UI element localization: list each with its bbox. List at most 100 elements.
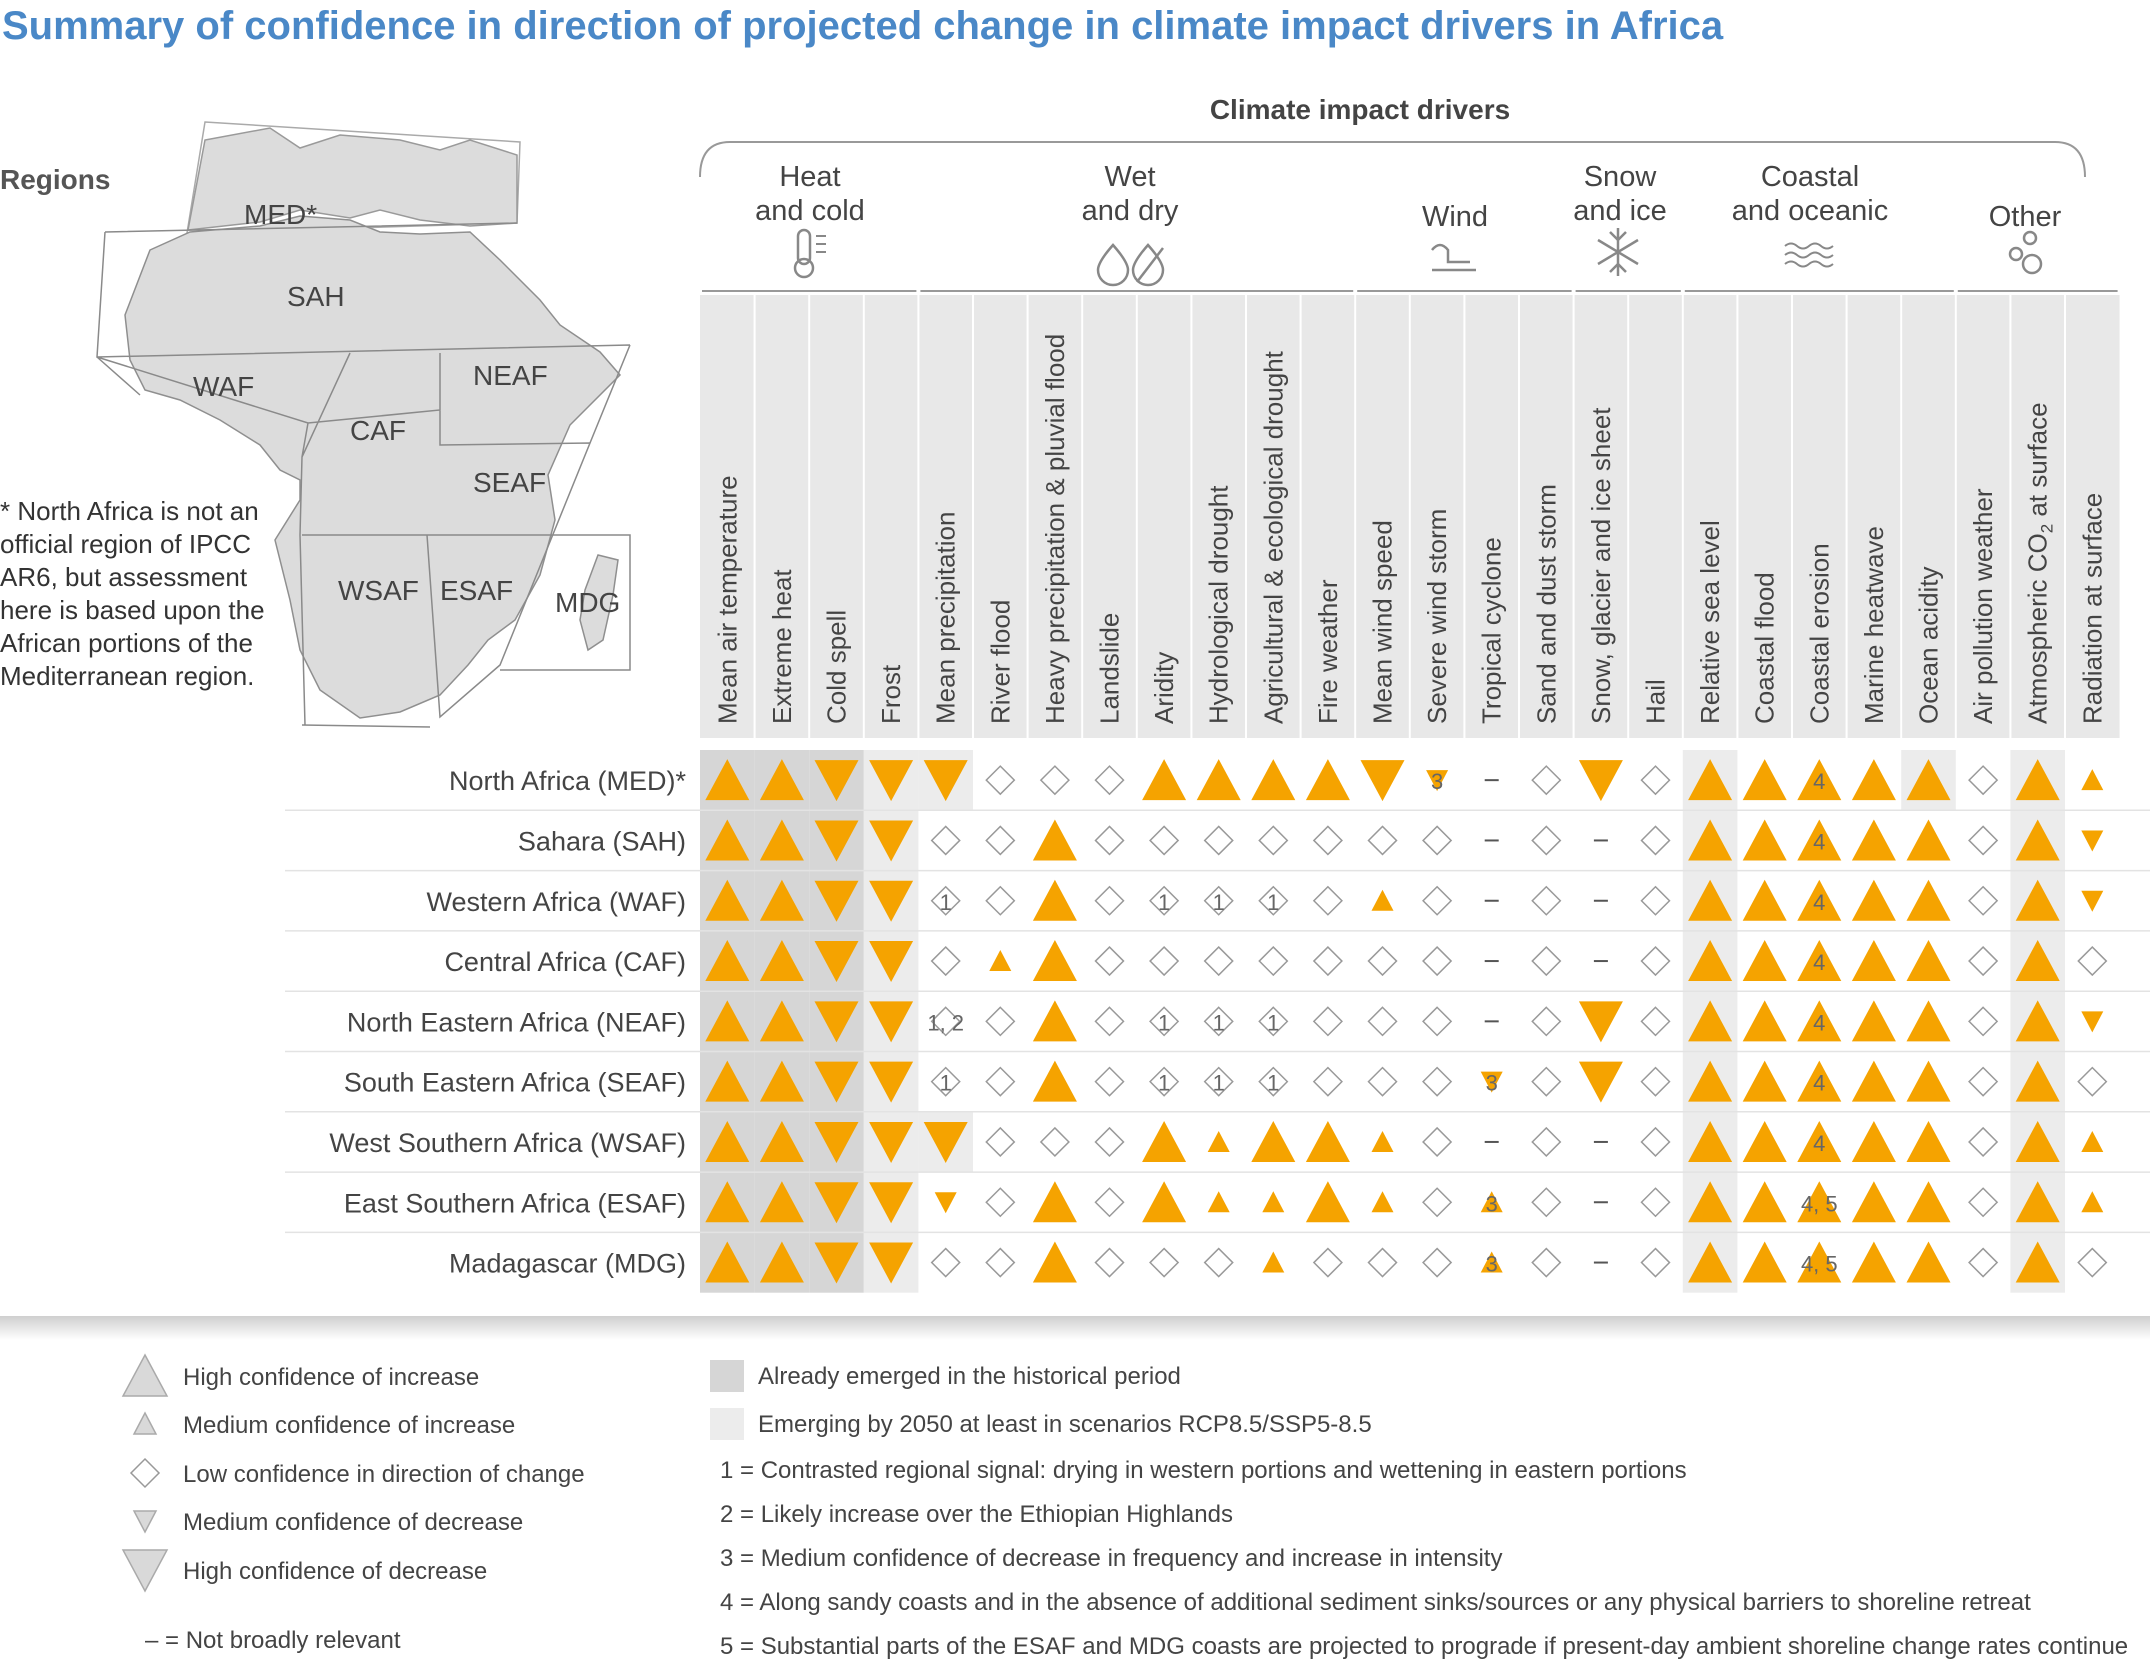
high-increase-triangle-r7-c1: [759, 1181, 804, 1223]
map-madagascar: [579, 554, 619, 652]
high-increase-triangle-r3-c22: [1906, 940, 1951, 982]
low-confidence-diamond-r5-c5: [985, 1066, 1016, 1097]
high-increase-triangle-r0-c8: [1142, 759, 1187, 801]
low-confidence-diamond-r1-c4: [930, 825, 961, 856]
high-increase-triangle-r8-c6: [1032, 1241, 1077, 1283]
high-increase-triangle-r1-c19: [1742, 819, 1787, 861]
low-confidence-diamond-r4-c12: [1367, 1006, 1398, 1037]
high-increase-triangle-r1-c20: [1797, 819, 1842, 861]
column-headers: Mean air temperature Extreme heat Cold spe…: [712, 334, 2107, 724]
column-header-25: Radiation at surface: [2077, 493, 2107, 724]
cell-note-r4-c8: 1: [1158, 1010, 1170, 1035]
legend-symbol-MD: [132, 1510, 158, 1534]
low-confidence-diamond-r3-c17: [1640, 945, 1671, 977]
medium-increase-triangle-r6-c9: [1207, 1130, 1230, 1152]
low-confidence-diamond-r8-c17: [1640, 1247, 1671, 1278]
high-decrease-triangle-r0-c4: [923, 760, 968, 802]
cell-note-r2-c8: 1: [1158, 890, 1170, 915]
low-confidence-diamond-r5-c9: [1203, 1066, 1234, 1097]
footnote-2: 2 = Likely increase over the Ethiopian H…: [720, 1501, 1233, 1528]
low-confidence-diamond-r1-c13: [1422, 825, 1453, 856]
low-confidence-diamond-r5-c25: [2077, 1066, 2108, 1097]
high-decrease-triangle-r0-c12: [1360, 760, 1405, 802]
legend-label-L: Low confidence in direction of change: [183, 1461, 585, 1488]
cell-note-r7-c14: 3: [1486, 1191, 1498, 1216]
high-increase-triangle-r2-c0: [705, 879, 750, 921]
low-confidence-diamond-r8-c5: [985, 1247, 1016, 1278]
medium-increase-triangle-r7-c9: [1207, 1191, 1230, 1213]
row-label-2: Western Africa (WAF): [426, 887, 686, 917]
cell-note-r8-c14: 3: [1486, 1252, 1498, 1277]
low-confidence-diamond-r7-c5: [985, 1187, 1016, 1218]
cell-note-r4-c4: 1, 2: [927, 1010, 964, 1035]
high-increase-triangle-r7-c19: [1742, 1181, 1787, 1223]
low-confidence-diamond-r1-c23: [1968, 825, 1999, 856]
legend-box-label-1: Emerging by 2050 at least in scenarios R…: [758, 1411, 1372, 1438]
row-label-3: Central Africa (CAF): [444, 947, 686, 977]
row-labels: North Africa (MED)* Sahara (SAH) Western A…: [329, 766, 686, 1278]
high-increase-triangle-r4-c1: [759, 1000, 804, 1042]
high-increase-triangle-r1-c18: [1688, 819, 1733, 861]
footnote-4: 4 = Along sandy coasts and in the absenc…: [720, 1589, 2031, 1616]
regions-label: Regions: [0, 164, 111, 195]
high-increase-triangle-r8-c20: [1797, 1241, 1842, 1283]
low-confidence-diamond-r1-c7: [1094, 825, 1125, 856]
high-increase-triangle-r3-c1: [759, 940, 804, 982]
high-increase-triangle-r3-c0: [705, 940, 750, 982]
map-label-mdg: MDG: [555, 587, 620, 618]
cell-note-r2-c20: 4: [1813, 890, 1825, 915]
legend-label-MU: Medium confidence of increase: [183, 1412, 515, 1439]
high-increase-triangle-r5-c19: [1742, 1060, 1787, 1102]
separator-band: [0, 1316, 2150, 1340]
high-increase-triangle-r7-c21: [1851, 1181, 1896, 1223]
medium-increase-triangle-r8-c10: [1262, 1251, 1285, 1273]
legend-symbol-L: [129, 1457, 161, 1489]
legend-symbol-HU: [121, 1353, 169, 1397]
high-decrease-triangle-r6-c4: [923, 1121, 968, 1163]
medium-increase-triangle-r8-c14: [1480, 1251, 1503, 1273]
high-decrease-triangle-r3-c3: [869, 941, 914, 983]
cell-note-r6-c20: 4: [1813, 1131, 1825, 1156]
row-label-7: East Southern Africa (ESAF): [344, 1188, 686, 1218]
map-label-caf: CAF: [350, 415, 406, 446]
high-increase-triangle-r8-c24: [2015, 1241, 2060, 1283]
high-decrease-triangle-r6-c2: [814, 1121, 859, 1163]
high-increase-triangle-r6-c21: [1851, 1120, 1896, 1162]
high-decrease-triangle-r2-c2: [814, 880, 859, 922]
low-confidence-diamond-r1-c5: [985, 825, 1016, 856]
high-increase-triangle-r8-c1: [759, 1241, 804, 1283]
high-increase-triangle-r2-c21: [1851, 879, 1896, 921]
high-increase-triangle-r7-c8: [1142, 1181, 1187, 1223]
high-increase-triangle-r8-c21: [1851, 1241, 1896, 1283]
column-header-0: Mean air temperature: [712, 475, 742, 724]
legend-label-HU: High confidence of increase: [183, 1364, 479, 1391]
high-increase-triangle-r7-c18: [1688, 1181, 1733, 1223]
low-confidence-diamond-r2-c17: [1640, 885, 1671, 916]
group-wind-label: Wind: [1421, 201, 1489, 233]
legend-symbol-HD: [121, 1549, 169, 1593]
high-increase-triangle-r2-c24: [2015, 879, 2060, 921]
low-confidence-diamond-r8-c11: [1312, 1247, 1343, 1278]
cell-note-r5-c8: 1: [1158, 1071, 1170, 1096]
high-increase-triangle-r0-c20: [1797, 759, 1842, 801]
low-confidence-diamond-r5-c8: [1149, 1066, 1180, 1097]
map-label-med: MED*: [244, 199, 317, 230]
medium-increase-triangle-r7-c25: [2081, 1191, 2104, 1213]
high-increase-triangle-r1-c22: [1906, 819, 1951, 861]
medium-decrease-triangle-r7-c4: [934, 1192, 957, 1214]
column-header-21: Marine heatwave: [1859, 526, 1889, 724]
high-increase-triangle-r5-c18: [1688, 1060, 1733, 1102]
row-label-1: Sahara (SAH): [518, 826, 686, 856]
high-increase-triangle-r0-c19: [1742, 759, 1787, 801]
low-confidence-diamond-r4-c11: [1312, 1006, 1343, 1037]
legend-symbol-MU: [132, 1411, 158, 1435]
low-confidence-diamond-r2-c8: [1149, 885, 1180, 916]
low-confidence-diamond-r0-c17: [1640, 765, 1671, 796]
legend-box-label-0: Already emerged in the historical period: [758, 1363, 1181, 1390]
high-increase-triangle-r3-c19: [1742, 940, 1787, 982]
column-header-23: Air pollution weather: [1968, 488, 1998, 724]
waves-icon: [1784, 242, 1834, 268]
row-label-5: South Eastern Africa (SEAF): [344, 1068, 686, 1098]
low-confidence-diamond-r7-c15: [1531, 1187, 1562, 1218]
low-confidence-diamond-r2-c9: [1203, 885, 1234, 916]
